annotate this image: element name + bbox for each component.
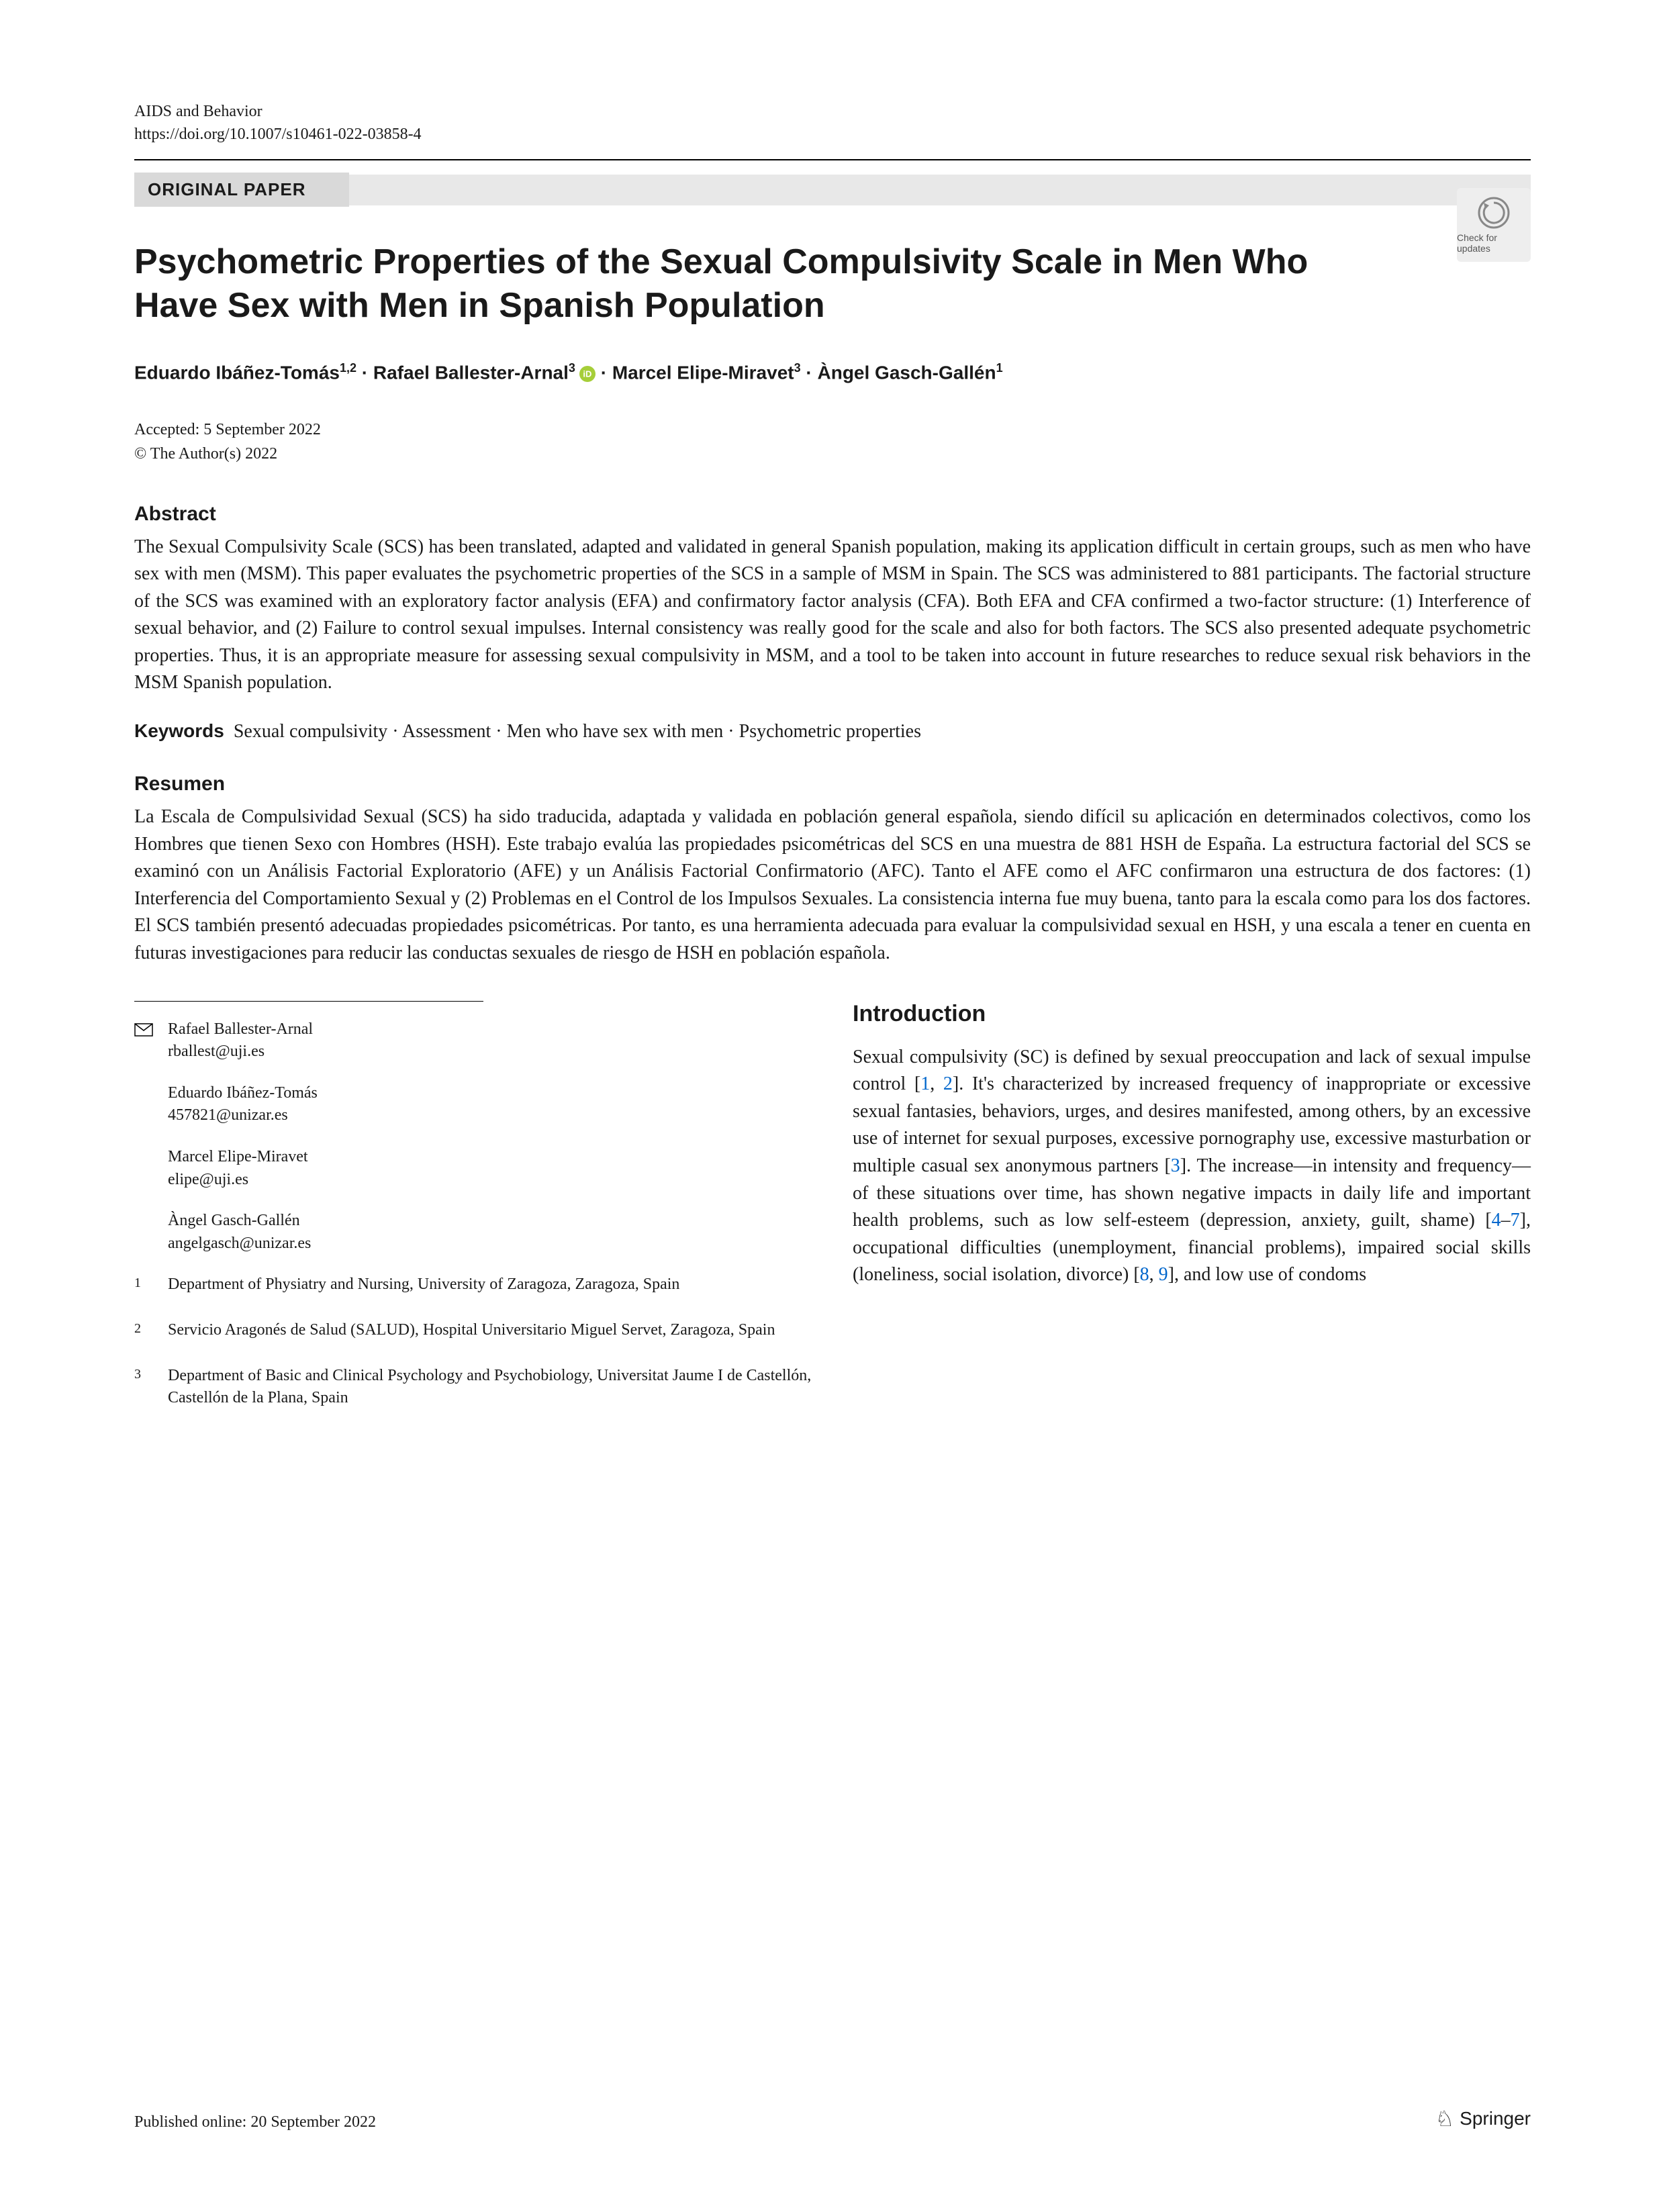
two-column-section: Rafael Ballester-Arnal rballest@uji.es E… <box>134 1001 1531 1429</box>
affil-2-text: Servicio Aragonés de Salud (SALUD), Hosp… <box>168 1319 775 1346</box>
page-footer: Published online: 20 September 2022 ♘ Sp… <box>134 2106 1531 2131</box>
header-meta: AIDS and Behavior https://doi.org/10.100… <box>134 101 1531 146</box>
journal-name: AIDS and Behavior <box>134 101 1531 124</box>
article-title: Psychometric Properties of the Sexual Co… <box>134 240 1376 328</box>
publisher-logo: ♘ Springer <box>1435 2106 1531 2131</box>
affiliation-3: 3 Department of Basic and Clinical Psych… <box>134 1365 812 1410</box>
author-2-affil: 3 <box>569 361 575 375</box>
check-updates-badge[interactable]: Check for updates <box>1457 188 1531 262</box>
author-4[interactable]: Àngel Gasch-Gallén <box>818 363 996 383</box>
doi[interactable]: https://doi.org/10.1007/s10461-022-03858… <box>134 124 1531 146</box>
cite-1[interactable]: 1 <box>920 1073 930 1094</box>
article-dates: Accepted: 5 September 2022 © The Author(… <box>134 418 1531 466</box>
resumen-text: La Escala de Compulsividad Sexual (SCS) … <box>134 804 1531 967</box>
resumen-heading: Resumen <box>134 773 1531 796</box>
affil-1-num: 1 <box>134 1276 141 1290</box>
left-column: Rafael Ballester-Arnal rballest@uji.es E… <box>134 1001 812 1429</box>
keywords-text: Sexual compulsivity · Assessment · Men w… <box>234 721 921 742</box>
contact-4: Àngel Gasch-Gallén angelgasch@unizar.es <box>134 1210 812 1255</box>
contact-3-name: Marcel Elipe-Miravet <box>168 1146 812 1169</box>
affiliation-2: 2 Servicio Aragonés de Salud (SALUD), Ho… <box>134 1319 812 1346</box>
cite-4[interactable]: 4 <box>1492 1210 1501 1231</box>
contact-2-name: Eduardo Ibáñez-Tomás <box>168 1082 812 1105</box>
corresponding-contact: Rafael Ballester-Arnal rballest@uji.es <box>134 1018 812 1063</box>
contact-1-email[interactable]: rballest@uji.es <box>168 1041 812 1063</box>
check-updates-label: Check for updates <box>1457 232 1531 254</box>
affil-2-num: 2 <box>134 1321 141 1336</box>
cite-8[interactable]: 8 <box>1140 1264 1149 1285</box>
abstract-heading: Abstract <box>134 503 1531 526</box>
contact-2: Eduardo Ibáñez-Tomás 457821@unizar.es <box>134 1082 812 1127</box>
orcid-icon[interactable] <box>579 366 596 382</box>
author-3-affil: 3 <box>794 361 801 375</box>
author-1[interactable]: Eduardo Ibáñez-Tomás <box>134 363 340 383</box>
cite-9[interactable]: 9 <box>1159 1264 1168 1285</box>
cite-3[interactable]: 3 <box>1171 1155 1180 1176</box>
copyright: © The Author(s) 2022 <box>134 442 1531 466</box>
author-list: Eduardo Ibáñez-Tomás1,2 · Rafael Ballest… <box>134 361 1531 383</box>
author-1-affil: 1,2 <box>340 361 356 375</box>
publisher-name: Springer <box>1460 2108 1531 2129</box>
author-4-affil: 1 <box>996 361 1003 375</box>
keywords-line: Keywords Sexual compulsivity · Assessmen… <box>134 720 1531 742</box>
cite-2[interactable]: 2 <box>943 1073 953 1094</box>
contact-3: Marcel Elipe-Miravet elipe@uji.es <box>134 1146 812 1191</box>
accepted-date: Accepted: 5 September 2022 <box>134 418 1531 442</box>
published-online: Published online: 20 September 2022 <box>134 2113 376 2131</box>
cite-7[interactable]: 7 <box>1511 1210 1520 1231</box>
correspondence-rule <box>134 1001 483 1002</box>
category-bar: ORIGINAL PAPER <box>134 173 1531 207</box>
affiliation-list: 1 Department of Physiatry and Nursing, U… <box>134 1273 812 1409</box>
contact-4-name: Àngel Gasch-Gallén <box>168 1210 812 1233</box>
author-2[interactable]: Rafael Ballester-Arnal <box>373 363 569 383</box>
introduction-text: Sexual compulsivity (SC) is defined by s… <box>853 1044 1531 1289</box>
contact-4-email[interactable]: angelgasch@unizar.es <box>168 1233 812 1255</box>
header-rule <box>134 159 1531 160</box>
category-fill <box>349 175 1531 205</box>
author-3[interactable]: Marcel Elipe-Miravet <box>612 363 794 383</box>
introduction-heading: Introduction <box>853 1001 1531 1027</box>
contact-2-email[interactable]: 457821@unizar.es <box>168 1104 812 1127</box>
keywords-label: Keywords <box>134 720 224 741</box>
check-updates-icon <box>1477 196 1511 230</box>
contact-1-name: Rafael Ballester-Arnal <box>168 1018 812 1041</box>
category-label: ORIGINAL PAPER <box>134 173 349 207</box>
abstract-text: The Sexual Compulsivity Scale (SCS) has … <box>134 534 1531 698</box>
envelope-icon <box>134 1021 153 1044</box>
right-column: Introduction Sexual compulsivity (SC) is… <box>853 1001 1531 1429</box>
affil-1-text: Department of Physiatry and Nursing, Uni… <box>168 1273 679 1300</box>
springer-horse-icon: ♘ <box>1435 2106 1454 2131</box>
affil-3-text: Department of Basic and Clinical Psychol… <box>168 1365 812 1410</box>
contact-3-email[interactable]: elipe@uji.es <box>168 1169 812 1192</box>
affil-3-num: 3 <box>134 1367 141 1382</box>
affiliation-1: 1 Department of Physiatry and Nursing, U… <box>134 1273 812 1300</box>
